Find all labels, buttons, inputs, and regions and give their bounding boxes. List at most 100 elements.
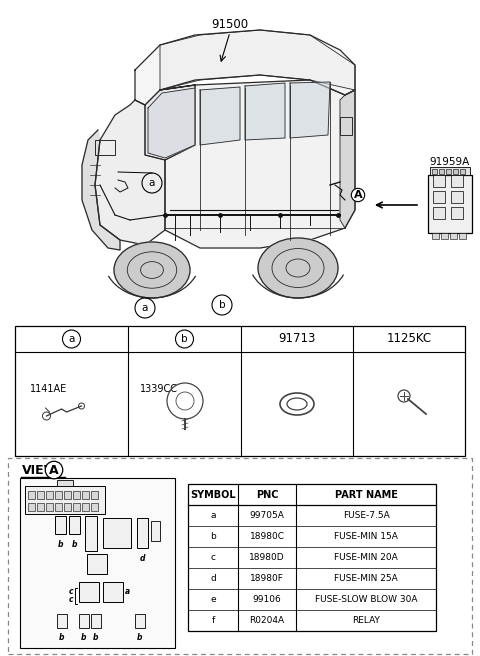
Bar <box>25 486 105 514</box>
Bar <box>82 503 89 511</box>
Bar <box>28 491 35 499</box>
Text: 91500: 91500 <box>211 18 249 31</box>
Text: b: b <box>219 300 225 310</box>
Bar <box>459 233 466 239</box>
Bar <box>79 582 99 602</box>
Bar <box>439 169 444 174</box>
Text: a: a <box>68 334 75 344</box>
Bar <box>82 491 89 499</box>
Bar <box>69 516 80 534</box>
Polygon shape <box>340 90 355 228</box>
Text: 1141AE: 1141AE <box>30 384 67 394</box>
Bar <box>20 478 175 648</box>
Text: b: b <box>59 633 65 642</box>
Text: RELAY: RELAY <box>352 616 380 625</box>
Text: FUSE-7.5A: FUSE-7.5A <box>343 511 389 520</box>
Text: b: b <box>81 633 87 642</box>
Bar <box>188 484 436 631</box>
Bar <box>433 191 445 203</box>
Text: e: e <box>94 560 100 569</box>
Polygon shape <box>135 30 355 105</box>
Text: 1339CC: 1339CC <box>140 384 178 394</box>
Polygon shape <box>200 87 240 145</box>
Text: FUSE-MIN 15A: FUSE-MIN 15A <box>334 532 398 541</box>
Bar <box>57 480 73 486</box>
Polygon shape <box>160 80 355 248</box>
Text: 1125KC: 1125KC <box>386 333 432 346</box>
Text: a: a <box>124 588 130 596</box>
Text: PART NAME: PART NAME <box>335 489 397 499</box>
Text: e: e <box>86 588 92 596</box>
Text: f: f <box>211 616 215 625</box>
Text: b: b <box>72 540 77 549</box>
Text: 91959A: 91959A <box>430 157 470 167</box>
Polygon shape <box>245 83 285 140</box>
Text: c: c <box>69 596 73 604</box>
Text: VIEW: VIEW <box>22 464 59 476</box>
Bar <box>79 614 89 628</box>
Bar <box>55 503 62 511</box>
Bar <box>37 503 44 511</box>
Bar <box>460 169 465 174</box>
Text: 99705A: 99705A <box>250 511 285 520</box>
Text: b: b <box>93 633 99 642</box>
Bar <box>432 169 437 174</box>
Bar <box>433 175 445 187</box>
Bar <box>432 233 439 239</box>
Bar <box>73 491 80 499</box>
Bar <box>57 614 67 628</box>
Text: 18980C: 18980C <box>250 532 285 541</box>
Text: FUSE-SLOW BLOW 30A: FUSE-SLOW BLOW 30A <box>315 595 417 604</box>
Bar <box>91 491 98 499</box>
Bar <box>64 491 71 499</box>
Bar <box>441 233 448 239</box>
Text: c: c <box>211 553 216 562</box>
Polygon shape <box>82 130 120 250</box>
Text: PNC: PNC <box>256 489 278 499</box>
Bar <box>55 491 62 499</box>
Bar <box>433 207 445 219</box>
Text: d: d <box>140 554 145 563</box>
Bar <box>137 518 148 548</box>
Bar <box>451 191 463 203</box>
Bar <box>46 491 53 499</box>
Bar <box>37 491 44 499</box>
Text: A: A <box>354 190 362 200</box>
Bar <box>8 458 472 654</box>
Text: e: e <box>210 595 216 604</box>
Text: c: c <box>69 588 73 596</box>
Text: a: a <box>142 303 148 313</box>
Text: SYMBOL: SYMBOL <box>190 489 236 499</box>
Bar <box>87 554 107 574</box>
Bar <box>430 167 470 175</box>
Bar <box>450 233 457 239</box>
Polygon shape <box>145 85 195 160</box>
Text: FUSE-MIN 25A: FUSE-MIN 25A <box>334 574 398 583</box>
Polygon shape <box>160 30 355 90</box>
Text: b: b <box>210 532 216 541</box>
Polygon shape <box>95 100 165 245</box>
Bar <box>64 503 71 511</box>
Text: a: a <box>210 511 216 520</box>
Bar <box>151 521 160 541</box>
Text: d: d <box>210 574 216 583</box>
Text: b: b <box>137 633 143 642</box>
Bar <box>91 503 98 511</box>
Text: R0204A: R0204A <box>250 616 285 625</box>
Bar <box>451 175 463 187</box>
Bar <box>428 175 472 233</box>
Text: A: A <box>49 464 59 476</box>
Bar <box>453 169 458 174</box>
Ellipse shape <box>114 242 190 298</box>
Bar <box>340 117 352 135</box>
Bar <box>103 518 131 548</box>
Text: 18980F: 18980F <box>250 574 284 583</box>
Text: e: e <box>110 588 116 596</box>
Ellipse shape <box>258 238 338 298</box>
Bar <box>46 503 53 511</box>
Text: b: b <box>181 334 188 344</box>
Text: b: b <box>58 540 63 549</box>
Polygon shape <box>290 82 330 138</box>
Text: a: a <box>149 178 155 188</box>
Bar <box>15 326 465 456</box>
